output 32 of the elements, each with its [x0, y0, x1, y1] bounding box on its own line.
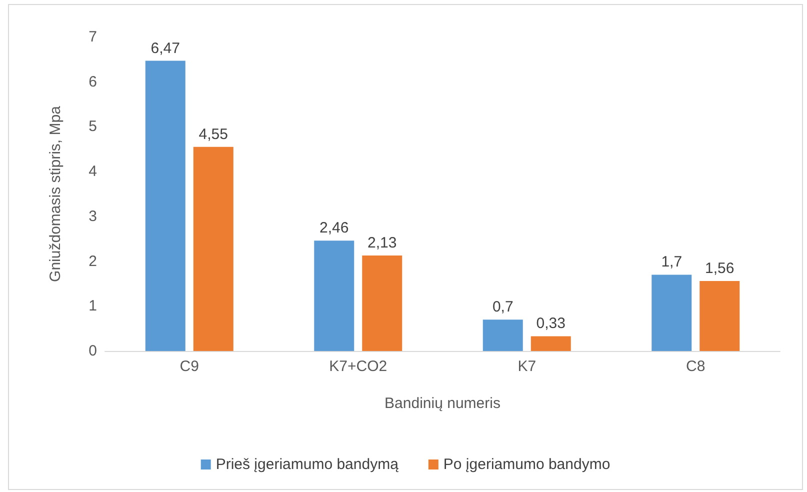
bar — [193, 146, 234, 351]
x-tick-label: C8 — [686, 358, 706, 375]
x-tick-label: C9 — [180, 358, 199, 375]
data-label: 6,47 — [150, 40, 180, 57]
data-label: 1,56 — [705, 260, 734, 278]
y-tick-label: 1 — [88, 298, 97, 315]
bar — [700, 281, 740, 351]
bar — [145, 60, 186, 351]
bar — [652, 274, 692, 351]
y-tick-label: 0 — [88, 342, 97, 360]
y-tick-label: 7 — [88, 28, 97, 46]
y-tick-label: 5 — [88, 118, 97, 136]
y-tick-label: 2 — [88, 252, 97, 270]
x-axis-title: Bandinių numeris — [384, 395, 500, 412]
bar — [530, 336, 571, 351]
legend-label: Po įgeriamumo bandymo — [443, 456, 610, 473]
y-tick-label: 4 — [88, 163, 97, 180]
bar — [314, 240, 354, 351]
data-label: 0,33 — [536, 315, 566, 332]
x-tick-label: K7+CO2 — [329, 358, 388, 375]
x-tick-label: K7 — [518, 358, 536, 375]
y-tick-label: 3 — [88, 208, 97, 225]
data-label: 1,7 — [661, 254, 682, 271]
bar — [362, 255, 402, 351]
legend-label: Prieš įgeriamumo bandymą — [216, 456, 400, 473]
data-label: 2,46 — [320, 220, 349, 237]
data-label: 0,7 — [492, 298, 514, 316]
data-label: 4,55 — [198, 126, 228, 143]
y-axis-title: Gniuždomasis stipris, Mpa — [47, 105, 64, 282]
bar — [482, 320, 523, 351]
y-tick-label: 6 — [88, 73, 97, 90]
data-label: 2,13 — [368, 234, 397, 252]
